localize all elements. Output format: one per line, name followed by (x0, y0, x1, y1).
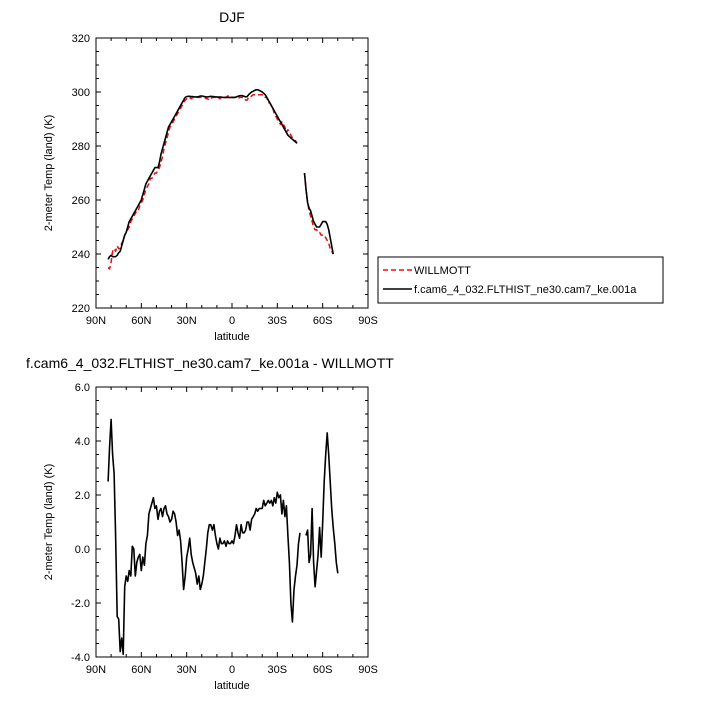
series-line-model-seg2 (305, 432, 339, 588)
y-axis-title: 2-meter Temp (land) (K) (43, 464, 55, 581)
y-tick-label: 220 (72, 303, 90, 315)
series-line-model-seg1 (107, 418, 301, 656)
y-tick-label: 240 (72, 249, 90, 261)
legend-label-willmott: WILLMOTT (414, 265, 471, 277)
legend: WILLMOTT f.cam6_4_032.FLTHIST_ne30.cam7_k… (377, 256, 664, 304)
legend-label-model: f.cam6_4_032.FLTHIST_ne30.cam7_ke.001a (414, 284, 637, 296)
plot-frame (95, 386, 369, 658)
y-axis-title: 2-meter Temp (land) (K) (43, 115, 55, 232)
y-tick-label: 260 (72, 195, 90, 207)
y-tick-label: 300 (72, 87, 90, 99)
y-tick-label: 4.0 (75, 436, 90, 448)
x-tick-label: 0 (229, 664, 235, 676)
y-tick-label: 2.0 (75, 490, 90, 502)
chart-title: DJF (219, 9, 245, 25)
y-tick-label: 280 (72, 141, 90, 153)
x-tick-label: 60S (313, 315, 333, 327)
series-line-willmott-seg2 (303, 172, 334, 255)
series-line-model-seg2 (303, 172, 334, 255)
x-tick-label: 30S (268, 315, 288, 327)
chart-title: f.cam6_4_032.FLTHIST_ne30.cam7_ke.001a -… (26, 355, 394, 371)
x-tick-label: 60S (313, 664, 333, 676)
x-tick-label: 0 (229, 315, 235, 327)
x-tick-label: 60N (131, 315, 151, 327)
series-line-model-seg1 (107, 89, 298, 260)
chart-1: 90N 60N 30N 0 30S 60S 90S 220 240 260 280 300 320 lat… (43, 9, 664, 343)
y-tick-label: -4.0 (71, 652, 90, 664)
y-tick-label: -2.0 (71, 598, 90, 610)
legend-box (377, 256, 664, 304)
x-tick-label: 90S (358, 315, 378, 327)
x-tick-label: 30S (268, 664, 288, 676)
x-axis-title: latitude (214, 331, 249, 343)
chart-2: 90N 60N 30N 0 30S 60S 90S -4.0 -2.0 0.0 2.0 4.0 6.0 l… (26, 355, 394, 692)
x-tick-label: 90S (358, 664, 378, 676)
plot-frame (95, 37, 369, 309)
series-line-willmott-seg1 (107, 93, 298, 270)
x-tick-label: 60N (131, 664, 151, 676)
y-tick-label: 0.0 (75, 544, 90, 556)
y-tick-label: 320 (72, 33, 90, 45)
y-tick-label: 6.0 (75, 382, 90, 394)
x-tick-label: 30N (177, 315, 197, 327)
x-tick-label: 30N (177, 664, 197, 676)
x-axis-title: latitude (214, 680, 249, 692)
x-tick-label: 90N (86, 664, 106, 676)
x-tick-label: 90N (86, 315, 106, 327)
